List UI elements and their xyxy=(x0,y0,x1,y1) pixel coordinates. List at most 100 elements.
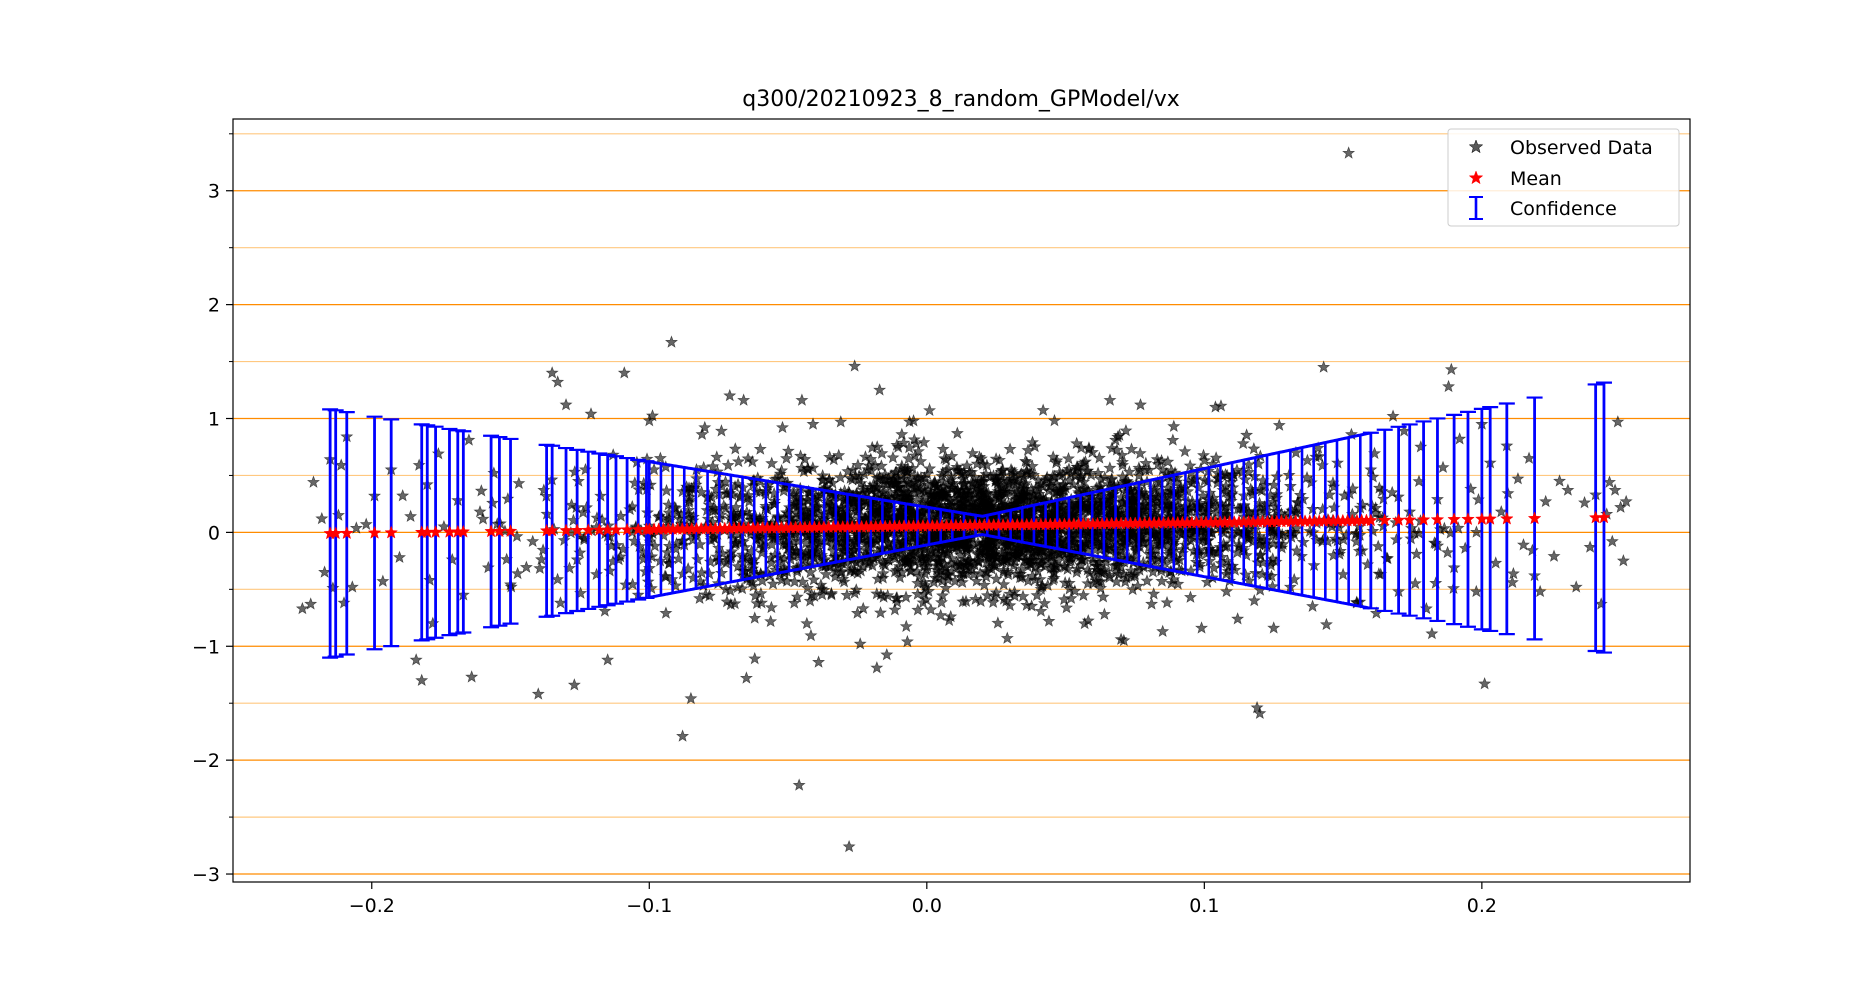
observed-data-point xyxy=(1309,450,1323,463)
observed-data-point xyxy=(710,465,725,478)
observed-data-point xyxy=(741,451,755,465)
observed-data-point xyxy=(1003,442,1017,455)
observed-data-point xyxy=(553,596,567,609)
observed-data-point xyxy=(656,512,670,525)
observed-data-point xyxy=(1060,524,1074,538)
observed-data-point xyxy=(1236,436,1250,450)
observed-data-point xyxy=(1425,626,1439,640)
observed-data-point xyxy=(695,565,709,579)
observed-data-point xyxy=(1047,413,1061,427)
observed-data-point xyxy=(989,585,1003,599)
observed-data-point xyxy=(961,487,975,500)
observed-data-point xyxy=(746,561,760,575)
observed-data-point xyxy=(864,464,878,477)
observed-data-point xyxy=(864,452,878,465)
observed-data-point xyxy=(1160,595,1174,609)
observed-data-point xyxy=(1605,534,1619,548)
observed-data-point xyxy=(1106,488,1120,501)
observed-data-point xyxy=(1070,562,1084,575)
observed-data-point xyxy=(1366,470,1380,483)
observed-data-point xyxy=(803,565,817,579)
observed-data-point xyxy=(956,594,970,608)
observed-data-point xyxy=(531,687,545,700)
mean-point xyxy=(1499,511,1514,525)
observed-data-point xyxy=(1195,621,1209,634)
observed-data-point xyxy=(684,691,698,705)
observed-data-point xyxy=(773,555,787,568)
observed-data-point xyxy=(1146,565,1160,578)
observed-data-point xyxy=(567,678,581,691)
observed-data-point xyxy=(978,539,992,552)
y-tick-label: −1 xyxy=(192,636,220,658)
observed-data-point xyxy=(912,569,926,583)
mean-point xyxy=(545,523,560,537)
observed-data-point xyxy=(1269,555,1283,568)
observed-data-point xyxy=(966,476,980,490)
observed-data-point xyxy=(1117,633,1131,647)
observed-data-point xyxy=(922,584,936,597)
observed-data-point xyxy=(725,488,740,501)
observed-data-point xyxy=(1342,146,1356,159)
observed-data-point xyxy=(924,602,938,616)
observed-data-point xyxy=(1214,399,1228,412)
observed-data-point xyxy=(874,459,888,472)
observed-data-point xyxy=(1145,547,1159,560)
observed-data-point xyxy=(764,556,778,569)
observed-data-point xyxy=(1239,568,1253,581)
observed-data-point xyxy=(653,451,667,464)
observed-data-point xyxy=(1015,570,1029,583)
observed-data-point xyxy=(834,415,848,428)
observed-data-point xyxy=(896,472,910,485)
observed-data-point xyxy=(1272,418,1286,431)
observed-data-point xyxy=(1140,574,1154,587)
observed-data-point xyxy=(731,454,746,468)
observed-data-point xyxy=(1000,631,1014,644)
observed-data-point xyxy=(1286,525,1300,538)
observed-data-point xyxy=(788,574,802,588)
observed-data-point xyxy=(1124,442,1139,455)
observed-data-point xyxy=(870,471,884,484)
observed-data-point xyxy=(423,573,437,586)
observed-data-point xyxy=(1304,475,1318,489)
mean-point xyxy=(456,524,471,538)
mean-layer xyxy=(323,510,1611,540)
observed-data-point xyxy=(1139,456,1153,469)
observed-data-point xyxy=(875,446,889,460)
observed-data-point xyxy=(766,577,780,590)
observed-data-point xyxy=(1478,676,1492,690)
observed-data-point xyxy=(815,548,829,561)
observed-data-point xyxy=(1583,540,1597,553)
observed-data-point xyxy=(1385,485,1399,499)
observed-data-point xyxy=(980,588,994,602)
observed-data-point xyxy=(865,440,879,454)
observed-data-point xyxy=(1614,500,1628,513)
observed-data-point xyxy=(856,601,870,615)
observed-data-point xyxy=(612,552,626,566)
observed-data-point xyxy=(603,564,617,577)
observed-data-point xyxy=(803,485,817,499)
observed-data-point xyxy=(698,420,712,434)
observed-data-point xyxy=(623,502,637,516)
observed-data-point xyxy=(1489,556,1503,569)
observed-data-point xyxy=(1103,477,1117,490)
observed-data-point xyxy=(703,555,717,568)
observed-data-point xyxy=(326,581,340,594)
observed-data-point xyxy=(888,603,902,616)
observed-data-point xyxy=(1041,512,1055,525)
observed-data-point xyxy=(951,483,965,496)
observed-data-point xyxy=(686,571,700,584)
y-tick-label: 3 xyxy=(208,181,220,203)
observed-data-point xyxy=(1135,485,1149,499)
observed-data-point xyxy=(1258,478,1272,492)
y-tick-label: −3 xyxy=(192,864,220,886)
observed-data-point xyxy=(465,670,479,683)
observed-data-point xyxy=(1119,423,1133,437)
observed-data-point xyxy=(795,393,809,406)
observed-data-point xyxy=(511,566,525,580)
observed-data-point xyxy=(928,487,942,501)
observed-data-point xyxy=(1076,527,1090,540)
observed-data-point xyxy=(998,485,1012,498)
observed-data-point xyxy=(1036,480,1050,493)
observed-data-point xyxy=(1021,574,1035,587)
